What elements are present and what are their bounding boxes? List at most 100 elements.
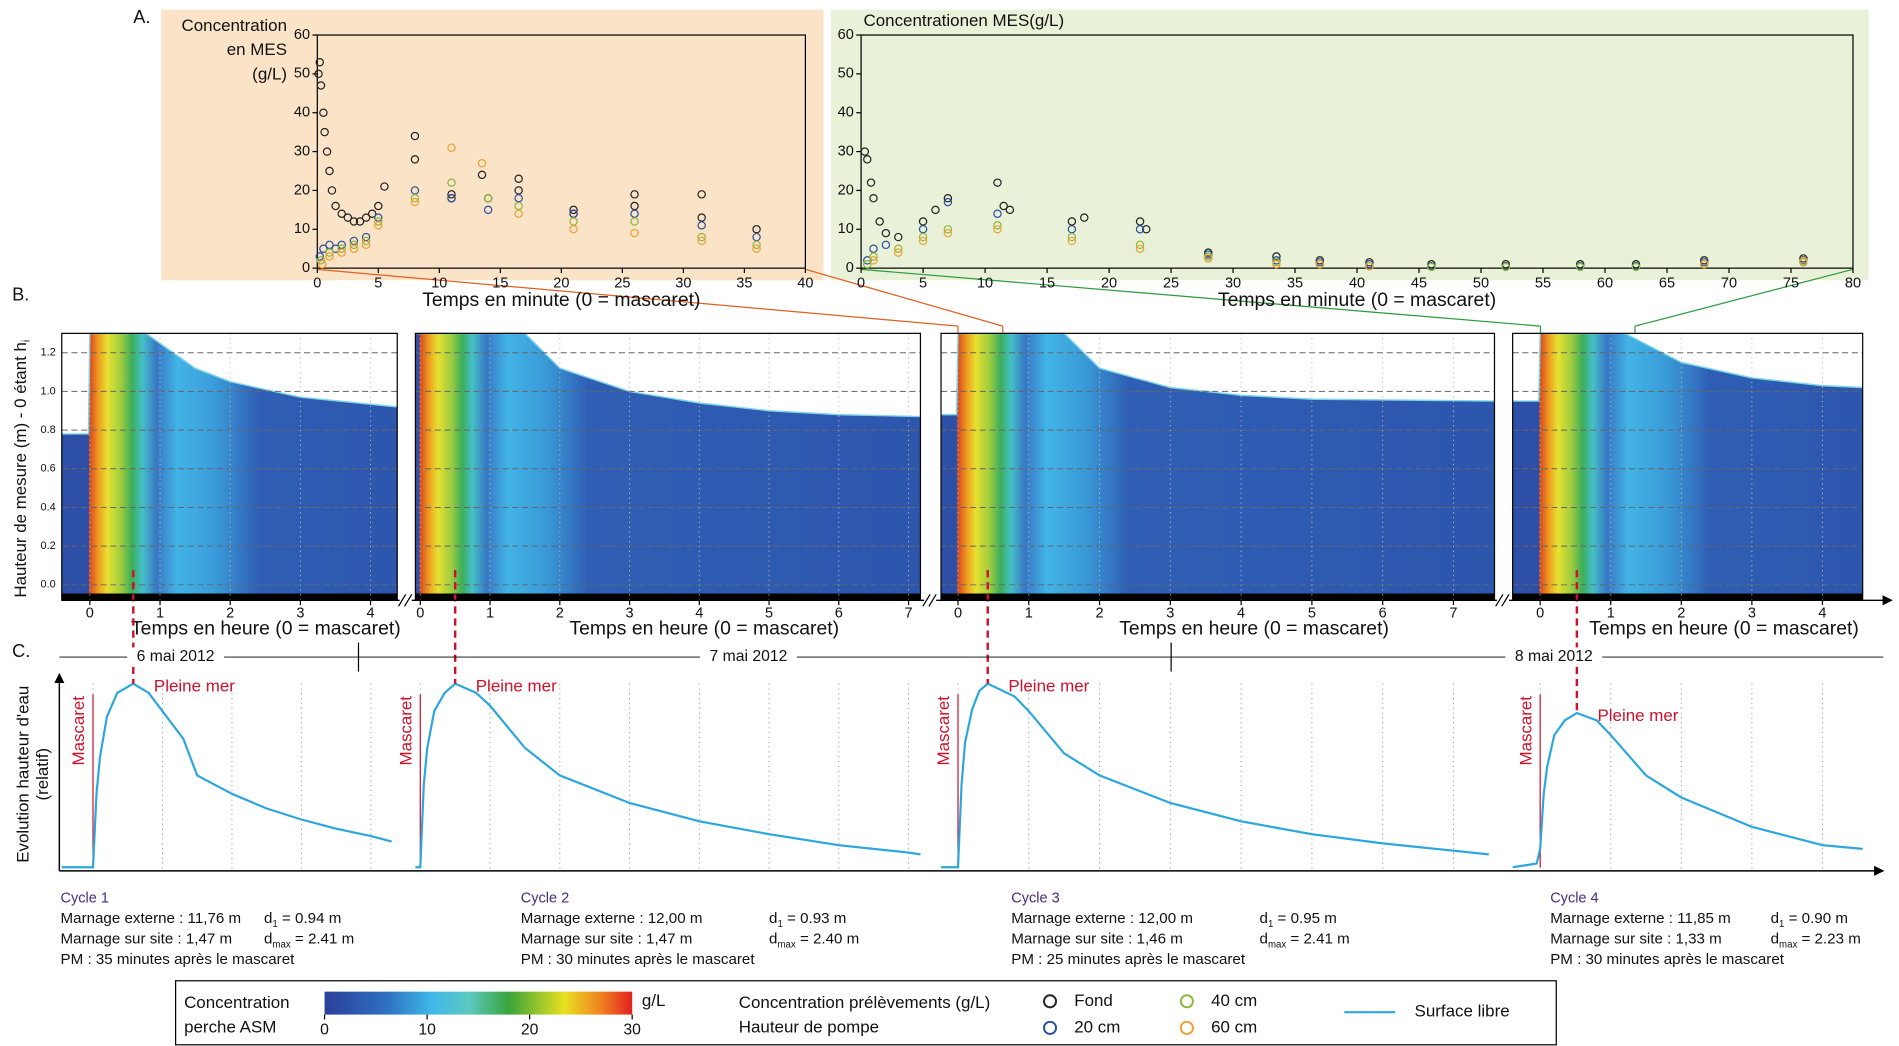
scatter-point (1142, 225, 1151, 234)
cycle-text: dmax = 2.41 m (1260, 931, 1350, 950)
scatter-point (514, 209, 523, 218)
cycle-text-part: = 0.94 m (278, 910, 342, 927)
scatter-point (1067, 236, 1077, 246)
scatter-point (1067, 232, 1077, 242)
x-tick-label: 15 (492, 276, 508, 292)
y-tick-label: 0 (302, 260, 310, 276)
x-tick-label: 4 (695, 605, 703, 621)
colorbar (324, 991, 633, 1015)
scatter-point (697, 236, 706, 246)
x-tick-label: 30 (675, 276, 691, 292)
scatter-point (869, 256, 878, 265)
colorbar-tick-label: 30 (623, 1021, 641, 1038)
date-label-bg (1505, 647, 1603, 667)
scatter-point (331, 201, 340, 211)
above-surface (941, 333, 1495, 415)
cycle-text: Marnage externe : 11,76 m (61, 910, 242, 927)
x-axis-label: Temps en heure (0 = mascaret) (569, 617, 839, 639)
x-tick-label: 20 (553, 276, 569, 292)
scatter-point (367, 209, 377, 218)
cycle-text-sub: 1 (272, 919, 277, 930)
scatter-point (918, 236, 928, 246)
cycle-text-part: = 0.90 m (1784, 910, 1848, 927)
cycle-text-sub: max (272, 939, 290, 950)
scatter-point (875, 217, 884, 226)
annotation: Pleine mer (1008, 677, 1089, 696)
scatter-point (569, 205, 578, 215)
scatter-point (374, 201, 383, 211)
scatter-point (1575, 262, 1585, 272)
x-tick-label: 0 (313, 276, 321, 292)
y-axis-label: (relatif) (33, 748, 52, 801)
x-axis-label: Temps en minute (0 = mascaret) (1218, 289, 1496, 311)
y-tick-label: 0.2 (41, 540, 56, 552)
x-tick-label: 2 (1677, 605, 1685, 621)
axis-break-mark (1501, 593, 1510, 607)
y-tick-label: 0 (846, 260, 854, 276)
cycle-text-part: = 2.40 m (796, 931, 860, 948)
cycle-title: Cycle 2 (521, 890, 569, 906)
axis-break (399, 593, 412, 608)
cycle-text-part: d (1260, 931, 1268, 948)
scatter-point (374, 217, 383, 226)
x-tick-label: 1 (486, 605, 494, 621)
legend-marker (1042, 1020, 1058, 1035)
scatter-point (447, 190, 456, 199)
cycle-text-part: = 2.41 m (291, 931, 355, 948)
x-tick-label: 45 (1411, 276, 1427, 292)
surface-line (61, 332, 398, 435)
connector (861, 268, 1541, 327)
scatter-point (325, 166, 334, 176)
x-tick-label: 2 (556, 605, 564, 621)
x-axis-label: Temps en minute (0 = mascaret) (422, 289, 700, 311)
scatter-point (863, 260, 872, 269)
scatter-point (337, 244, 346, 253)
scatter-point (1631, 262, 1641, 272)
x-tick-label: 40 (797, 276, 813, 292)
axis-break (1496, 593, 1510, 608)
cycle-text-sub: max (777, 939, 795, 950)
y-tick-label: 20 (294, 182, 310, 198)
scatter-point (349, 240, 359, 250)
y-tick-label: 50 (294, 66, 310, 82)
scatter-point (943, 228, 953, 238)
chart-title: Concentrationen MES(g/L) (864, 11, 1065, 30)
cycle-text-part: = 0.93 m (783, 910, 847, 927)
annotation: Pleine mer (154, 677, 235, 696)
scatter-point (752, 244, 761, 253)
scatter-point (410, 131, 420, 141)
legend-marker (1042, 994, 1058, 1009)
cycle-text-sub: 1 (777, 919, 782, 930)
scatter-point (447, 178, 456, 187)
x-tick-label: 70 (1721, 276, 1737, 292)
cycle-text-part: d (1771, 931, 1779, 948)
scatter-point (514, 174, 523, 184)
x-tick-label: 0 (954, 605, 962, 621)
legend-marker (1179, 994, 1194, 1009)
scatter-point (993, 209, 1002, 218)
scatter-point (863, 155, 872, 164)
cycle-text: dmax = 2.40 m (769, 931, 859, 950)
river-bed (61, 593, 398, 601)
scatter-point (1315, 260, 1325, 269)
above-surface (415, 333, 921, 417)
scatter-point (1135, 240, 1145, 250)
chart-title: en MES (227, 40, 287, 59)
x-tick-label: 3 (1166, 605, 1174, 621)
scatter-point (410, 193, 420, 203)
cycle-text: Marnage sur site : 1,47 m (521, 931, 693, 948)
x-tick-label: 2 (226, 605, 234, 621)
cycle-text: PM : 30 minutes après le mascaret (1550, 951, 1785, 968)
scatter-point (630, 228, 639, 238)
scatter-point (317, 260, 327, 269)
scatter-point (993, 225, 1002, 234)
cycle-text-part: d (769, 910, 777, 927)
river-bed (415, 593, 921, 601)
x-tick-label: 75 (1783, 276, 1799, 292)
axis-break-mark (1495, 593, 1504, 607)
scatter-point (1135, 225, 1145, 234)
above-surface (1512, 333, 1863, 402)
connector (317, 268, 959, 327)
cycle-text: Marnage sur site : 1,33 m (1550, 931, 1722, 948)
scatter-point (1080, 213, 1089, 222)
